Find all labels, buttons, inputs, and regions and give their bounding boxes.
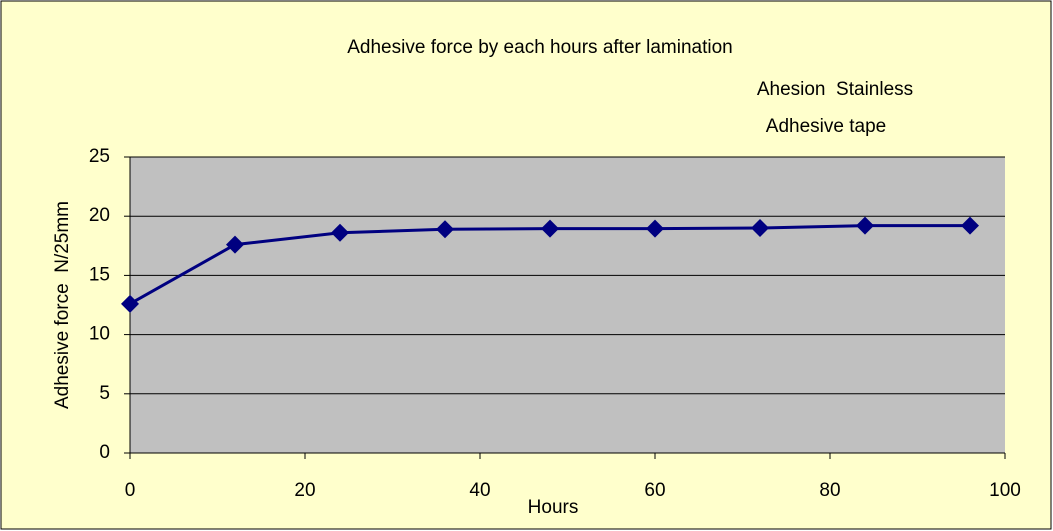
y-tick-label: 10 xyxy=(89,324,110,345)
x-tick-label: 0 xyxy=(125,480,136,501)
annotation: Ahesion Stainless xyxy=(757,79,913,100)
x-axis-label: Hours xyxy=(528,497,579,518)
data-point xyxy=(226,235,244,254)
data-point xyxy=(751,219,769,238)
data-point xyxy=(436,220,454,239)
y-axis-label: Adhesive force N/25mm xyxy=(52,201,73,409)
y-tick-label: 15 xyxy=(89,264,110,285)
data-point xyxy=(646,219,664,238)
x-tick-label: 60 xyxy=(644,480,665,501)
x-tick-label: 100 xyxy=(989,480,1021,501)
y-tick-label: 5 xyxy=(99,383,110,404)
data-point xyxy=(121,294,139,313)
annotation: Adhesive tape xyxy=(766,116,886,137)
x-tick-label: 40 xyxy=(469,480,490,501)
x-tick-label: 20 xyxy=(294,480,315,501)
x-tick-label: 80 xyxy=(819,480,840,501)
y-tick-label: 0 xyxy=(99,442,110,463)
plot-area xyxy=(130,157,1005,453)
data-point xyxy=(541,219,559,238)
y-tick-label: 25 xyxy=(89,146,110,167)
data-point xyxy=(961,216,979,235)
data-point xyxy=(331,223,349,242)
data-point xyxy=(856,216,874,235)
y-tick-label: 20 xyxy=(89,205,110,226)
chart-title: Adhesive force by each hours after lamin… xyxy=(347,37,733,58)
